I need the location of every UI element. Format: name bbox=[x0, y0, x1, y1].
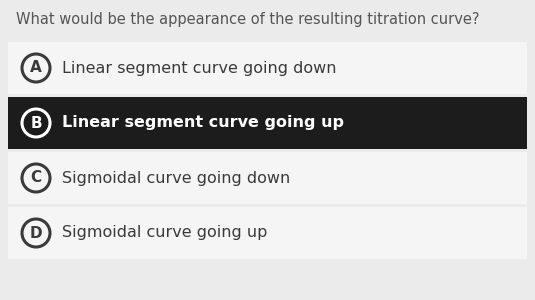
Text: C: C bbox=[30, 170, 42, 185]
FancyBboxPatch shape bbox=[8, 97, 527, 149]
Text: Linear segment curve going up: Linear segment curve going up bbox=[62, 116, 344, 130]
FancyBboxPatch shape bbox=[8, 207, 527, 259]
Text: Sigmoidal curve going down: Sigmoidal curve going down bbox=[62, 170, 291, 185]
Text: D: D bbox=[29, 226, 42, 241]
Text: B: B bbox=[30, 116, 42, 130]
Text: A: A bbox=[30, 61, 42, 76]
Text: What would be the appearance of the resulting titration curve?: What would be the appearance of the resu… bbox=[16, 12, 479, 27]
FancyBboxPatch shape bbox=[8, 152, 527, 204]
Text: Linear segment curve going down: Linear segment curve going down bbox=[62, 61, 337, 76]
Text: Sigmoidal curve going up: Sigmoidal curve going up bbox=[62, 226, 268, 241]
FancyBboxPatch shape bbox=[8, 42, 527, 94]
